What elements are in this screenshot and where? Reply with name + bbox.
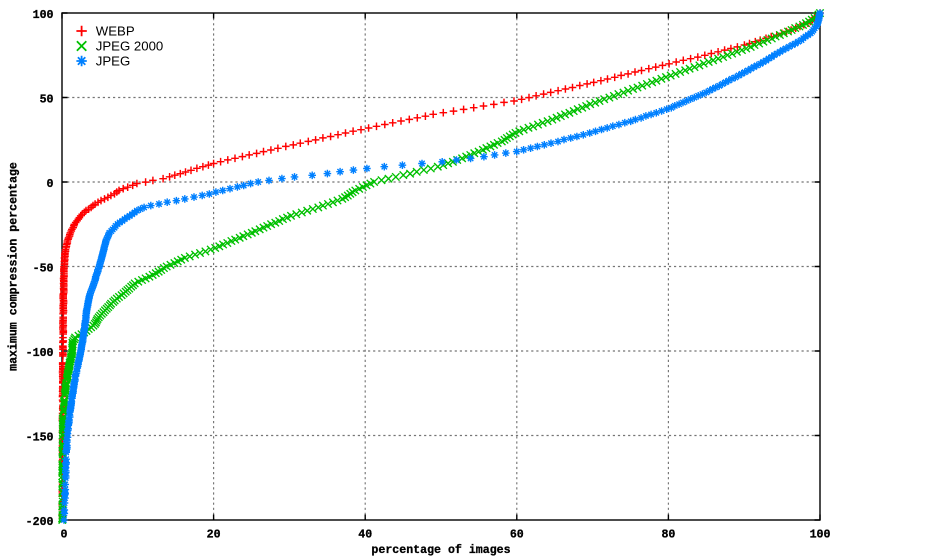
svg-text:percentage of images: percentage of images: [371, 544, 510, 557]
svg-text:80: 80: [661, 529, 675, 542]
svg-text:100: 100: [810, 529, 831, 542]
svg-text:20: 20: [207, 529, 221, 542]
svg-text:JPEG 2000: JPEG 2000: [96, 39, 163, 54]
svg-text:-150: -150: [26, 432, 54, 445]
svg-text:100: 100: [33, 9, 54, 22]
svg-text:-100: -100: [26, 347, 54, 360]
svg-text:WEBP: WEBP: [96, 24, 135, 39]
svg-text:-200: -200: [26, 516, 54, 529]
svg-text:maximum compression percentage: maximum compression percentage: [8, 162, 21, 371]
svg-text:0: 0: [47, 178, 54, 191]
svg-text:40: 40: [358, 529, 372, 542]
svg-text:50: 50: [40, 94, 54, 107]
svg-text:-50: -50: [33, 263, 54, 276]
svg-text:0: 0: [61, 529, 68, 542]
svg-text:60: 60: [510, 529, 524, 542]
svg-text:JPEG: JPEG: [96, 54, 130, 69]
